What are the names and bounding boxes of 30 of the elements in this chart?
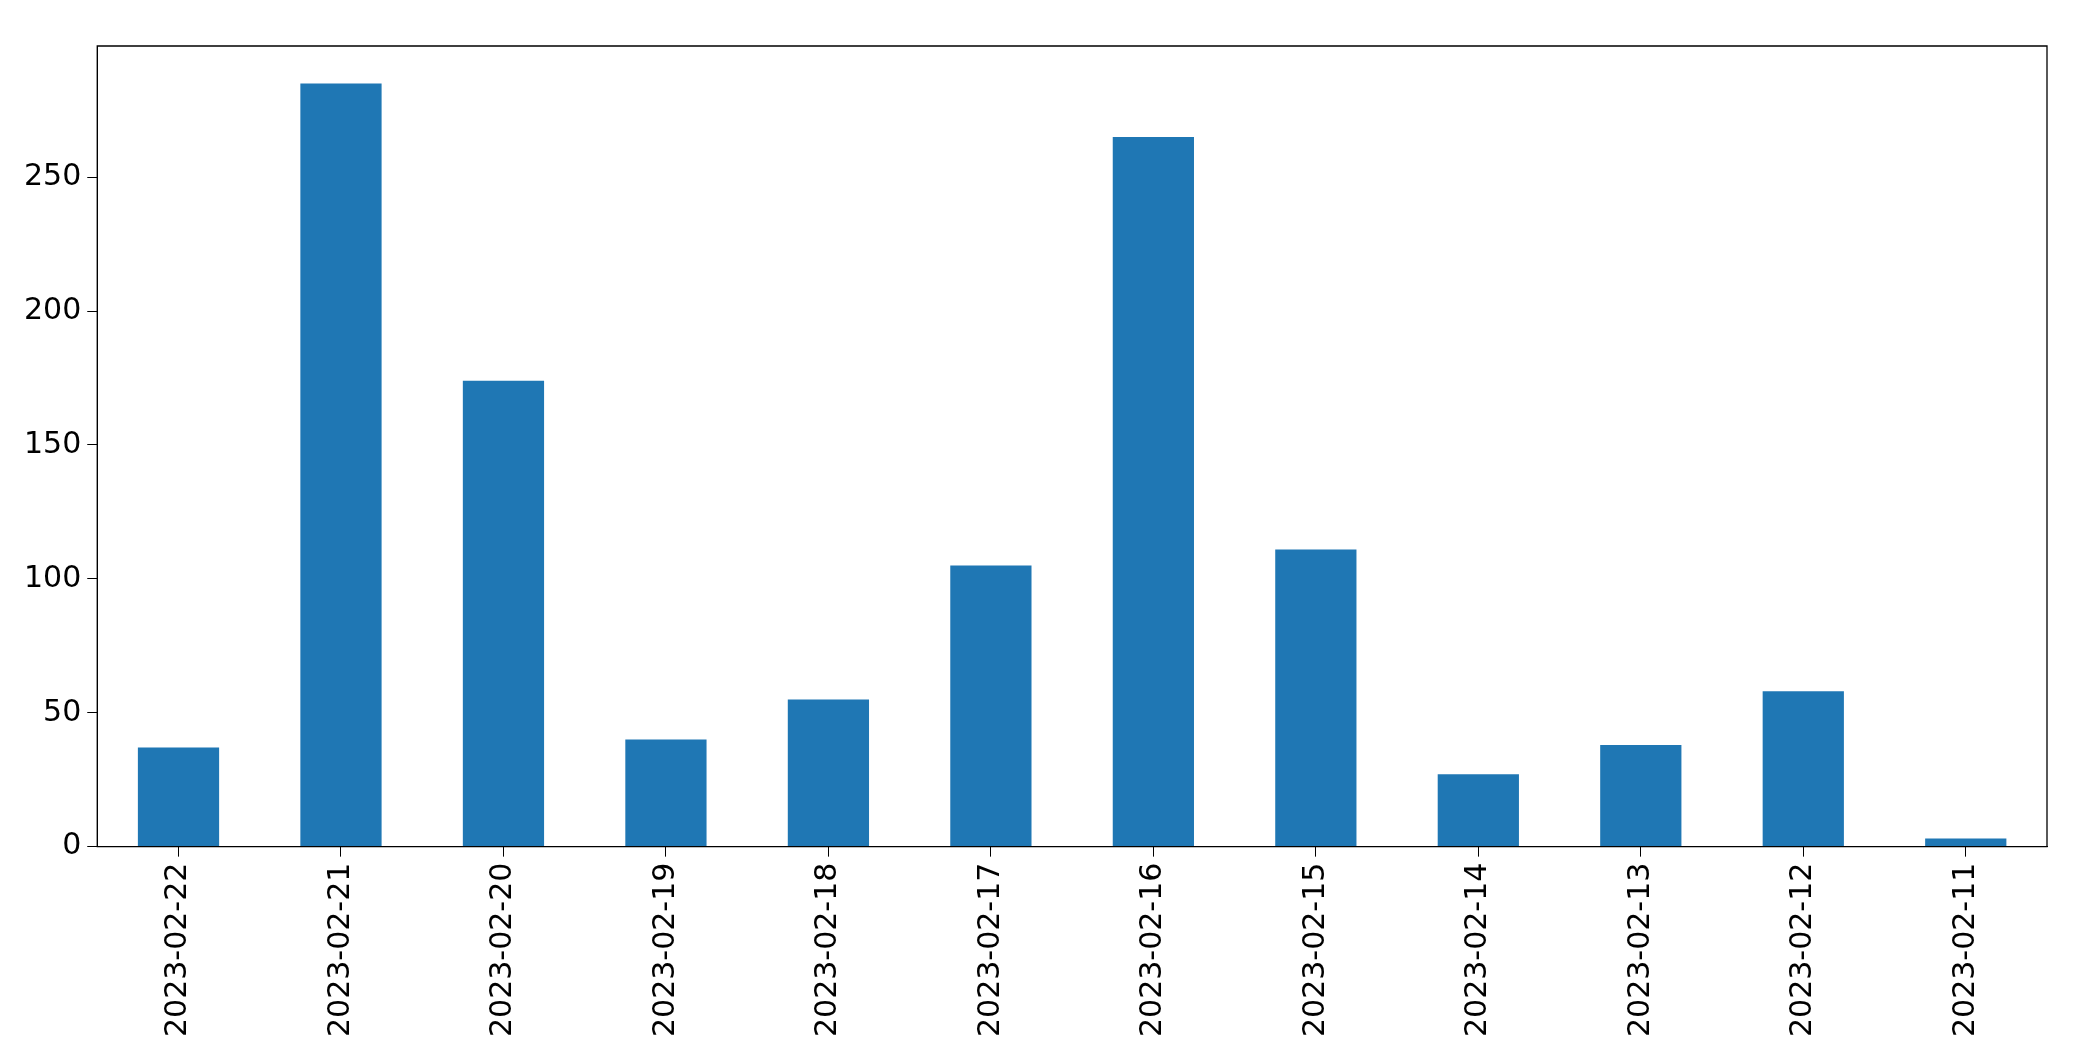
y-tick-label: 200 <box>24 290 82 326</box>
y-tick-label: 0 <box>62 826 82 862</box>
x-tick-label: 2023-02-20 <box>483 862 519 1038</box>
bar <box>1275 549 1357 847</box>
bar <box>1925 838 2007 847</box>
bar <box>1437 774 1519 847</box>
bar <box>787 699 870 847</box>
x-tick-label: 2023-02-19 <box>645 862 681 1038</box>
bar <box>137 747 220 847</box>
y-tick-label: 100 <box>24 558 82 594</box>
bar <box>1600 744 1682 847</box>
y-tick-label: 250 <box>24 157 82 193</box>
x-tick-label: 2023-02-17 <box>970 862 1006 1038</box>
bar <box>300 83 382 847</box>
x-tick-label: 2023-02-16 <box>1133 862 1169 1038</box>
x-tick-label: 2023-02-11 <box>1945 862 1981 1038</box>
bar <box>1762 691 1844 847</box>
x-tick-label: 2023-02-21 <box>320 862 356 1038</box>
bar <box>462 380 545 847</box>
y-tick-label: 150 <box>24 424 82 460</box>
x-tick-label: 2023-02-18 <box>808 862 844 1038</box>
x-tick-label: 2023-02-12 <box>1783 862 1819 1038</box>
bar <box>950 565 1032 847</box>
bar <box>1112 137 1194 847</box>
bar <box>625 739 707 847</box>
x-tick-label: 2023-02-13 <box>1620 862 1656 1038</box>
x-tick-label: 2023-02-14 <box>1458 862 1494 1038</box>
x-tick-label: 2023-02-15 <box>1295 862 1331 1038</box>
y-tick-label: 50 <box>43 692 82 728</box>
x-tick-label: 2023-02-22 <box>158 862 194 1038</box>
